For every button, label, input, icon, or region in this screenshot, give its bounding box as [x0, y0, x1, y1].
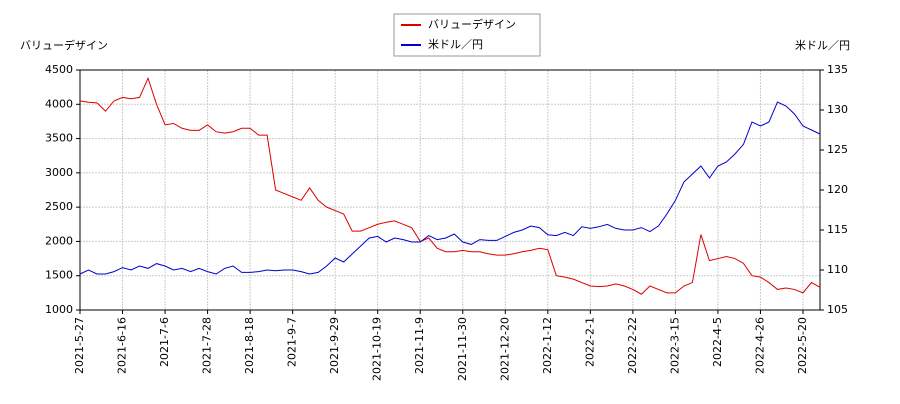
- y-tick-label: 2000: [45, 234, 73, 247]
- x-tick-label: 2022-4-5: [711, 317, 724, 367]
- x-tick-label: 2021-10-19: [371, 317, 384, 381]
- y2-tick-label: 130: [827, 103, 848, 116]
- x-tick-label: 2021-8-18: [243, 317, 256, 374]
- x-tick-label: 2021-11-30: [456, 317, 469, 381]
- x-tick-label: 2022-4-26: [753, 317, 766, 374]
- x-tick-label: 2022-2-1: [583, 317, 596, 367]
- x-tick-label: 2021-9-7: [286, 317, 299, 367]
- x-tick-label: 2022-1-12: [541, 317, 554, 374]
- y2-tick-label: 110: [827, 263, 848, 276]
- legend-box: [393, 13, 541, 57]
- y-tick-label: 4000: [45, 97, 73, 110]
- series-line: [79, 76, 821, 295]
- y-axis-title: バリューデザイン: [20, 38, 108, 52]
- x-tick-label: 2021-12-20: [498, 317, 511, 381]
- y-tick-label: 3500: [45, 132, 73, 145]
- x-tick-label: 2021-7-6: [158, 317, 171, 367]
- series-line: [79, 101, 821, 275]
- y-tick-label: 3000: [45, 166, 73, 179]
- x-tick-label: 2022-2-22: [626, 317, 639, 374]
- y2-tick-label: 135: [827, 63, 848, 76]
- x-tick-label: 2022-3-15: [668, 317, 681, 374]
- x-tick-label: 2022-5-20: [796, 317, 809, 374]
- y-tick-label: 1500: [45, 269, 73, 282]
- legend-label: バリューデザイン: [428, 17, 516, 31]
- y2-axis-title: 米ドル／円: [795, 39, 850, 52]
- x-tick-label: 2021-6-16: [116, 317, 129, 374]
- y-tick-label: 4500: [45, 63, 73, 76]
- y2-tick-label: 105: [827, 303, 848, 316]
- x-tick-label: 2021-11-9: [413, 317, 426, 374]
- x-tick-label: 2021-9-29: [328, 317, 341, 374]
- y-tick-label: 2500: [45, 200, 73, 213]
- x-tick-label: 2021-5-27: [73, 317, 86, 374]
- y-tick-label: 1000: [45, 303, 73, 316]
- y2-tick-label: 115: [827, 223, 848, 236]
- y2-tick-label: 120: [827, 183, 848, 196]
- plot-frame: [79, 69, 821, 311]
- x-tick-label: 2021-7-28: [201, 317, 214, 374]
- y2-tick-label: 125: [827, 143, 848, 156]
- legend-label: 米ドル／円: [428, 38, 483, 51]
